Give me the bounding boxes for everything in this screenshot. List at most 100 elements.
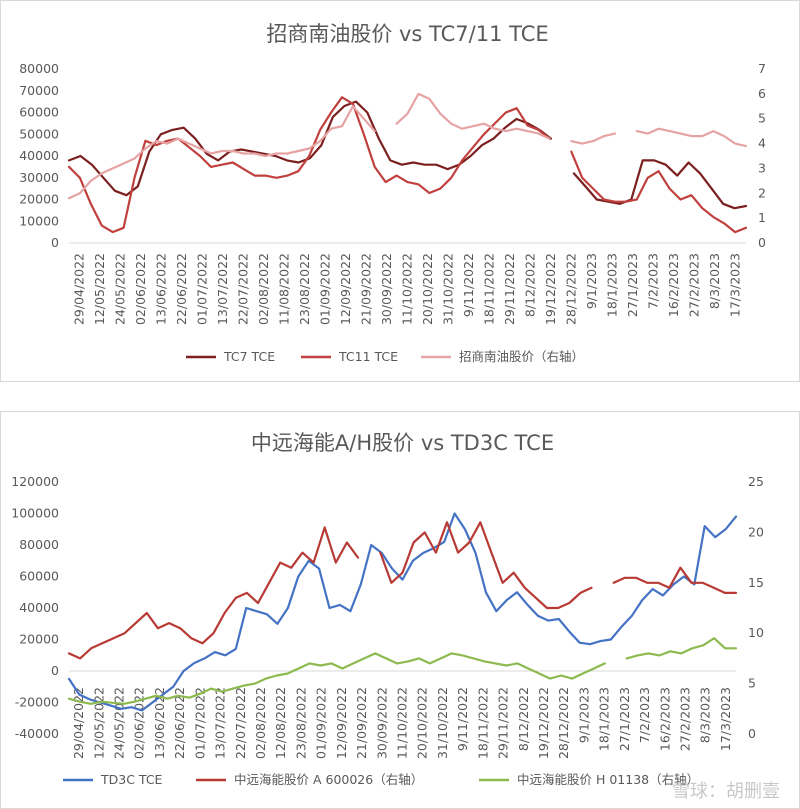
x-tick-label: 30/09/2022 <box>374 687 389 759</box>
x-tick-label: 12/05/2022 <box>92 253 107 325</box>
x-tick-label: 20/10/2022 <box>420 253 435 325</box>
y-right-tick-4: 4 <box>758 136 766 151</box>
x-tick-label: 21/09/2022 <box>358 253 373 325</box>
x-tick-label: 12/05/2022 <box>91 687 106 759</box>
x-tick-label: 12/08/2022 <box>273 687 288 759</box>
x-tick-label: 12/09/2022 <box>338 253 353 325</box>
series-line-3 <box>67 92 748 200</box>
x-tick-label: 17/3/2023 <box>728 253 743 317</box>
x-tick-label: 24/05/2022 <box>112 253 127 325</box>
x-tick-label: 9/1/2023 <box>576 687 591 743</box>
x-tick-label: 11/10/2022 <box>395 687 410 759</box>
y-left-tick-1: -20000 <box>15 695 59 710</box>
x-tick-label: 27/1/2023 <box>625 253 640 317</box>
y-left-tick-6: 60000 <box>19 105 59 120</box>
chart-panel-2: 中远海能A/H股价 vs TD3C TCE -40000 -20000 0 20000 4… <box>0 411 800 809</box>
y-left-tick-7: 70000 <box>19 83 59 98</box>
x-tick-label: 11/10/2022 <box>400 253 415 325</box>
x-tick-label: 22/07/2022 <box>233 687 248 759</box>
x-tick-label: 7/2/2023 <box>637 687 652 743</box>
y-right-tick-1: 1 <box>758 210 766 225</box>
x-tick-label: 13/07/2022 <box>215 253 230 325</box>
x-tick-label: 02/08/2022 <box>256 253 271 325</box>
y-left-tick-2: 0 <box>51 663 59 678</box>
x-tick-label: 29/11/2022 <box>496 687 511 759</box>
x-tick-label: 8/3/2023 <box>707 253 722 309</box>
y-left-tick-3: 20000 <box>19 632 59 647</box>
legend-label-1: TD3C TCE <box>100 772 163 787</box>
y-left-tick-3: 30000 <box>19 170 59 185</box>
legend-label-3: 中远海能股价 H 01138（右轴） <box>517 772 699 787</box>
x-tick-label: 18/11/2022 <box>475 687 490 759</box>
x-tick-label: 01/09/2022 <box>314 687 329 759</box>
y-left-tick-4: 40000 <box>19 148 59 163</box>
x-tick-label: 17/3/2023 <box>718 687 733 751</box>
x-tick-label: 19/12/2022 <box>536 687 551 759</box>
x-tick-label: 21/09/2022 <box>354 687 369 759</box>
x-tick-label: 9/11/2022 <box>461 253 476 317</box>
series-line-1 <box>67 512 738 712</box>
x-tick-label: 31/10/2022 <box>435 687 450 759</box>
legend-label-2: TC11 TCE <box>338 349 398 364</box>
chart-2-svg: 中远海能A/H股价 vs TD3C TCE -40000 -20000 0 20000 4… <box>11 431 764 787</box>
y-left-tick-2: 20000 <box>19 192 59 207</box>
y-right-tick-5: 25 <box>748 474 764 489</box>
y-left-tick-5: 60000 <box>19 569 59 584</box>
series-line-3 <box>67 637 738 705</box>
x-tick-label: 13/07/2022 <box>213 687 228 759</box>
x-tick-label: 18/1/2023 <box>605 253 620 317</box>
y-right-tick-4: 20 <box>748 524 764 539</box>
x-tick-label: 02/06/2022 <box>132 687 147 759</box>
x-tick-label: 23/08/2022 <box>293 687 308 759</box>
x-tick-label: 8/12/2022 <box>516 687 531 751</box>
x-tick-label: 22/06/2022 <box>172 687 187 759</box>
x-tick-label: 01/07/2022 <box>194 253 209 325</box>
x-tick-label: 22/06/2022 <box>174 253 189 325</box>
legend-label-2: 中远海能股价 A 600026（右轴） <box>234 772 423 787</box>
chart-2-title: 中远海能A/H股价 vs TD3C TCE <box>251 431 554 455</box>
x-tick-label: 28/12/2022 <box>556 687 571 759</box>
x-tick-label: 02/06/2022 <box>133 253 148 325</box>
x-tick-label: 29/11/2022 <box>502 253 517 325</box>
y-right-tick-6: 6 <box>758 86 766 101</box>
legend-label-1: TC7 TCE <box>223 349 275 364</box>
chart-panel-1: 招商南油股价 vs TC7/11 TCE 0 10000 20000 30000 4000… <box>0 0 800 382</box>
watermark-text: 雪球：胡删壹 <box>672 781 780 802</box>
x-tick-label: 29/04/2022 <box>71 253 86 325</box>
x-tick-label: 9/1/2023 <box>584 253 599 309</box>
x-tick-label: 16/2/2023 <box>657 687 672 751</box>
x-tick-label: 18/1/2023 <box>597 687 612 751</box>
x-tick-label: 11/08/2022 <box>276 253 291 325</box>
x-tick-label: 31/10/2022 <box>441 253 456 325</box>
chart-1-svg: 招商南油股价 vs TC7/11 TCE 0 10000 20000 30000 4000… <box>19 22 766 364</box>
x-tick-label: 16/2/2023 <box>666 253 681 317</box>
y-right-tick-3: 15 <box>748 575 764 590</box>
y-left-tick-8: 120000 <box>11 474 59 489</box>
x-tick-label: 18/11/2022 <box>482 253 497 325</box>
y-right-tick-1: 5 <box>748 676 756 691</box>
x-tick-label: 01/09/2022 <box>317 253 332 325</box>
x-tick-label: 7/2/2023 <box>646 253 661 309</box>
y-left-tick-8: 80000 <box>19 61 59 76</box>
y-left-tick-7: 100000 <box>11 506 59 521</box>
x-tick-label: 24/05/2022 <box>112 687 127 759</box>
y-left-tick-1: 10000 <box>19 213 59 228</box>
x-tick-label: 13/06/2022 <box>152 687 167 759</box>
x-tick-label: 23/08/2022 <box>297 253 312 325</box>
chart-1-title: 招商南油股价 vs TC7/11 TCE <box>266 22 548 46</box>
series-line-1 <box>67 100 748 210</box>
y-left-tick-5: 50000 <box>19 126 59 141</box>
x-tick-label: 20/10/2022 <box>415 687 430 759</box>
x-tick-label: 8/3/2023 <box>698 687 713 743</box>
y-right-tick-5: 5 <box>758 111 766 126</box>
y-left-tick-0: 0 <box>51 235 59 250</box>
y-right-tick-7: 7 <box>758 61 766 76</box>
x-tick-label: 27/2/2023 <box>677 687 692 751</box>
series-line-2 <box>67 96 748 234</box>
series-line-2 <box>67 521 738 660</box>
y-right-tick-2: 2 <box>758 185 766 200</box>
x-tick-label: 29/04/2022 <box>71 687 86 759</box>
y-right-tick-0: 0 <box>758 235 766 250</box>
y-right-tick-3: 3 <box>758 160 766 175</box>
x-tick-label: 30/09/2022 <box>379 253 394 325</box>
